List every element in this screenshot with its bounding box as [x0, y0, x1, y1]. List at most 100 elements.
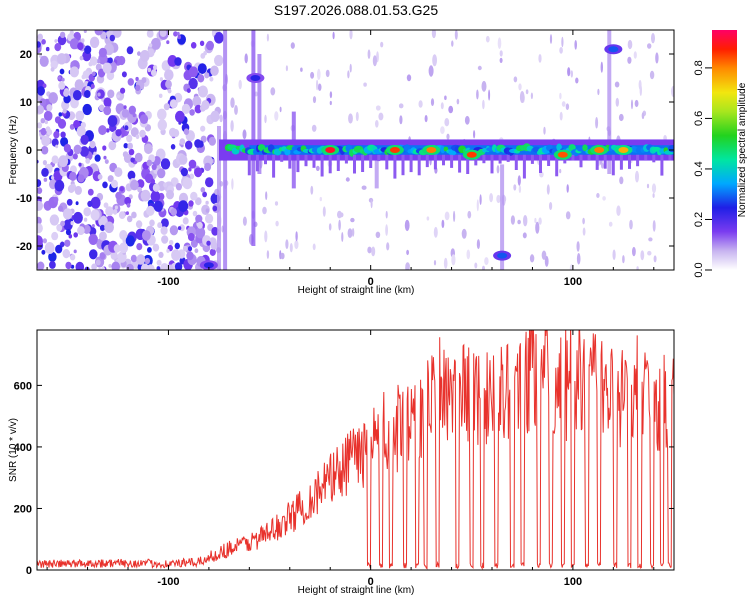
spectrogram-peak [594, 147, 605, 153]
snr-xtick-label: -100 [157, 576, 179, 588]
spectrogram-noise-cell [87, 188, 94, 196]
spectrogram-xtick-label: 100 [564, 276, 582, 288]
spectrogram-noise-cell [102, 145, 107, 151]
spectrogram-noise-cell [127, 170, 136, 180]
spectrogram-tail [514, 154, 518, 170]
spectrogram-faint-cell [433, 260, 437, 266]
spectrogram-faint-cell [517, 219, 521, 225]
spectrogram-noise-cell [37, 235, 43, 248]
spectrogram-noise-cell [130, 254, 137, 263]
spectrogram-noise-cell [146, 30, 154, 38]
spectrogram-noise-cell [67, 184, 75, 193]
spectrogram-noise-cell [56, 53, 67, 65]
spectrogram-noise-cell [69, 38, 79, 50]
spectrogram-faint-cell [440, 126, 445, 134]
spectrogram-faint-cell [279, 106, 282, 113]
spectrogram-faint-cell [274, 111, 279, 121]
spectrogram-faint-cell [476, 239, 480, 250]
spectrogram-faint-cell [634, 99, 639, 108]
spectrogram-faint-cell [614, 81, 620, 88]
spectrogram-noise-cell [83, 30, 87, 33]
spectrogram-faint-cell [363, 82, 367, 87]
spectrogram-noise-cell [194, 167, 203, 178]
spectrogram-noise-cell [160, 218, 169, 228]
spectrogram-faint-cell [430, 98, 435, 106]
spectrogram-noise-cell [157, 222, 163, 229]
spectrogram-tail [450, 154, 454, 168]
spectrogram-noise-cell [131, 211, 137, 219]
spectrogram-tail [433, 154, 437, 170]
spectrogram-noise-cell [174, 242, 180, 250]
spectrogram-noise-cell [77, 226, 85, 236]
spectrogram-noise-cell [60, 241, 65, 248]
spectrogram-noise-cell [57, 35, 67, 46]
spectrogram-noise-cell [45, 46, 50, 52]
spectrogram-tail [668, 154, 672, 161]
spectrogram-line-cell [556, 143, 562, 152]
spectrogram-noise-cell [211, 226, 219, 236]
spectrogram-tail [272, 154, 276, 178]
spectrogram-noise-cell [115, 191, 122, 200]
spectrogram-noise-cell [48, 92, 58, 104]
spectrogram-noise-cell [60, 220, 65, 227]
spectrogram-faint-cell [596, 193, 600, 198]
spectrogram-noise-cell [194, 139, 202, 148]
spectrogram-faint-cell [264, 230, 268, 243]
spectrogram-noise-cell [166, 189, 174, 200]
spectrogram-noise-cell [209, 248, 216, 256]
spectrogram-noise-cell [73, 120, 81, 129]
spectrogram-noise-cell [140, 189, 151, 202]
spectrogram-noise-cell [146, 205, 155, 216]
spectrogram-noise-cell [90, 196, 101, 209]
spectrogram-noise-cell [205, 177, 214, 188]
spectrogram-noise-cell [165, 80, 172, 89]
spectrogram-faint-cell [464, 115, 470, 125]
spectrogram-tail [353, 154, 356, 174]
spectrogram-noise-cell [44, 242, 55, 254]
spectrogram-faint-cell [485, 35, 490, 43]
spectrogram-noise-cell [107, 89, 115, 99]
spectrogram-noise-cell [190, 42, 197, 49]
spectrogram-noise-cell [37, 200, 43, 211]
spectrogram-noise-cell [205, 208, 210, 213]
spectrogram-noise-cell [50, 67, 55, 72]
spectrogram-noise-cell [214, 32, 224, 44]
spectrogram-noise-cell [94, 154, 101, 162]
spectrogram-faint-cell [595, 117, 599, 129]
spectrogram-noise-cell [93, 151, 97, 156]
spectrogram-noise-cell [115, 129, 122, 137]
spectrogram-peak [497, 252, 508, 259]
spectrogram-faint-cell [582, 227, 586, 236]
spectrogram-faint-cell [332, 31, 335, 40]
spectrogram-noise-cell [137, 186, 143, 193]
spectrogram-line-cell [257, 144, 266, 152]
spectrogram-faint-cell [543, 126, 546, 135]
spectrogram-faint-cell [655, 52, 659, 64]
spectrogram-noise-cell [132, 113, 136, 118]
spectrogram-faint-cell [518, 185, 522, 194]
spectrogram-faint-cell [631, 99, 633, 110]
spectrogram-noise-cell [62, 208, 73, 220]
spectrogram-faint-cell [538, 54, 542, 63]
spectrogram-noise-cell [163, 103, 170, 111]
spectrogram-noise-cell [73, 211, 83, 224]
spectrogram-noise-cell [56, 224, 63, 232]
spectrogram-noise-cell [37, 187, 43, 194]
spectrogram-noise-cell [130, 179, 139, 191]
spectrogram-noise-cell [79, 146, 89, 157]
spectrogram-noise-cell [75, 201, 79, 206]
spectrogram-faint-cell [265, 191, 268, 201]
spectrogram-noise-cell [149, 219, 155, 227]
spectrogram-noise-cell [77, 174, 85, 183]
spectrogram-ylabel: Frequency (Hz) [8, 116, 19, 185]
spectrogram-noise-cell [89, 249, 98, 260]
spectrogram-tail [644, 154, 648, 161]
spectrogram-noise-cell [101, 266, 106, 270]
spectrogram-faint-cell [399, 115, 403, 125]
spectrogram-line-cell [252, 149, 258, 155]
spectrogram-noise-cell [126, 134, 133, 143]
spectrogram-noise-cell [49, 214, 60, 226]
spectrogram-noise-cell [182, 177, 193, 190]
spectrogram-noise-cell [144, 143, 153, 155]
spectrogram-noise-cell [123, 143, 129, 149]
